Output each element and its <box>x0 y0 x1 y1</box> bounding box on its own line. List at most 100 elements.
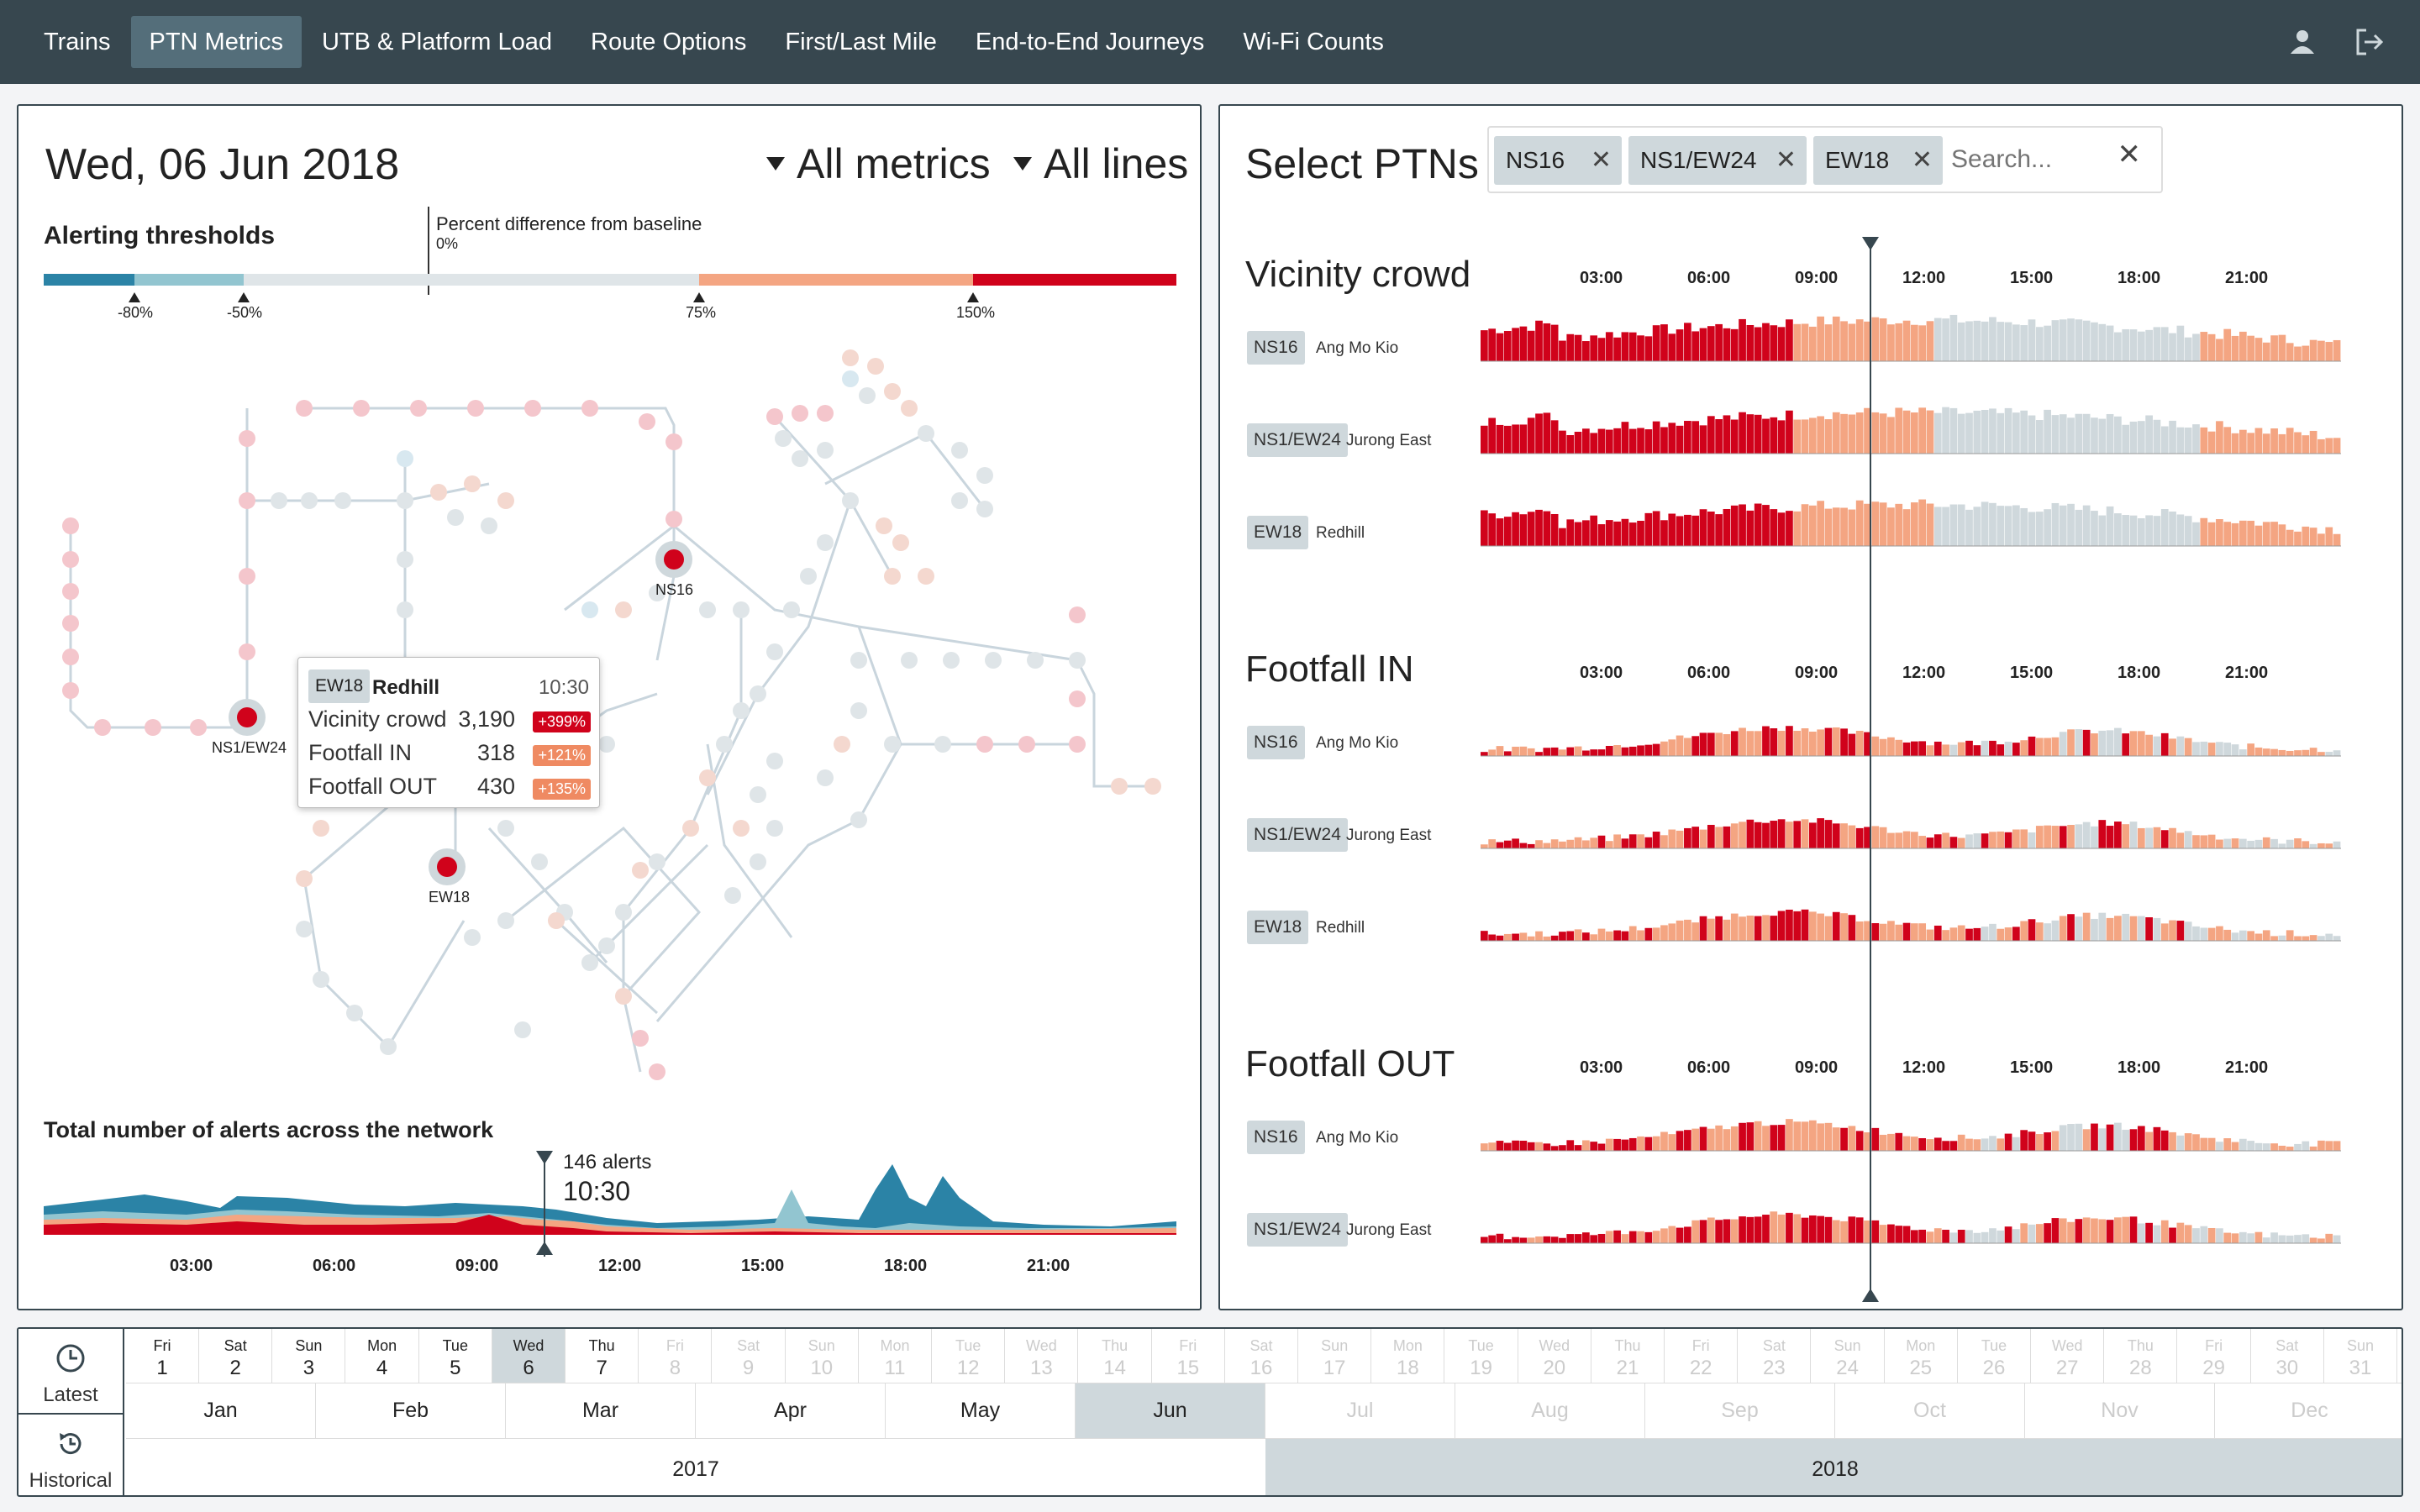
station-node[interactable] <box>1069 690 1086 707</box>
station-node[interactable] <box>842 370 859 387</box>
station-node[interactable] <box>934 736 951 753</box>
ptn-chip[interactable]: NS16 ✕ <box>1494 136 1622 185</box>
station-node[interactable] <box>724 887 741 904</box>
station-node[interactable] <box>649 853 666 870</box>
station-node[interactable] <box>867 358 884 375</box>
station-node[interactable] <box>884 568 901 585</box>
station-node[interactable] <box>951 492 968 509</box>
month-cell[interactable]: Jun <box>1076 1383 1265 1438</box>
station-node[interactable] <box>976 501 993 517</box>
station-node[interactable] <box>632 1030 649 1047</box>
year-cell[interactable]: 2018 <box>1265 1438 2402 1495</box>
station-node[interactable] <box>62 615 79 632</box>
month-cell[interactable]: Feb <box>316 1383 506 1438</box>
station-node[interactable] <box>581 400 598 417</box>
station-node[interactable] <box>901 400 918 417</box>
station-node[interactable] <box>430 484 447 501</box>
station-node[interactable] <box>1027 652 1044 669</box>
nav-tab[interactable]: Trains <box>44 29 111 55</box>
station-node[interactable] <box>1144 778 1161 795</box>
nav-tab[interactable]: Route Options <box>591 29 747 55</box>
station-node[interactable] <box>750 853 766 870</box>
station-node[interactable] <box>464 475 481 492</box>
close-icon[interactable]: ✕ <box>1911 146 1933 174</box>
station-node[interactable] <box>145 719 161 736</box>
station-node[interactable] <box>447 509 464 526</box>
station-node[interactable] <box>666 511 682 528</box>
station-node[interactable] <box>497 492 514 509</box>
station-node[interactable] <box>313 820 329 837</box>
station-node[interactable] <box>1069 736 1086 753</box>
month-cell[interactable]: May <box>886 1383 1076 1438</box>
year-cell[interactable]: 2017 <box>126 1438 1265 1495</box>
logout-icon[interactable] <box>2353 25 2386 59</box>
station-node[interactable] <box>380 1038 397 1055</box>
day-cell[interactable]: Wed 6 <box>492 1329 566 1383</box>
station-node[interactable] <box>296 400 313 417</box>
station-node[interactable] <box>766 408 783 425</box>
ptn-chip[interactable]: EW18 ✕ <box>1813 136 1943 185</box>
station-node[interactable] <box>397 551 413 568</box>
network-map[interactable] <box>18 106 1203 1139</box>
station-node[interactable] <box>481 517 497 534</box>
clear-icon[interactable]: ✕ <box>2117 139 2142 171</box>
station-node[interactable] <box>615 988 632 1005</box>
nav-tab[interactable]: Wi-Fi Counts <box>1243 29 1384 55</box>
station-node[interactable] <box>524 400 541 417</box>
station-node[interactable] <box>94 719 111 736</box>
station-node[interactable] <box>884 736 901 753</box>
month-cell[interactable]: Mar <box>506 1383 696 1438</box>
latest-button[interactable]: Latest <box>18 1329 124 1413</box>
day-cell[interactable]: Tue 5 <box>419 1329 492 1383</box>
station-node[interactable] <box>943 652 960 669</box>
station-node[interactable] <box>296 870 313 887</box>
metrics-dropdown[interactable]: All metrics <box>766 139 991 188</box>
station-node[interactable] <box>1069 652 1086 669</box>
station-node[interactable] <box>581 954 598 971</box>
ptn-selector[interactable]: NS16 ✕ NS1/EW24 ✕ EW18 ✕ ✕ <box>1487 126 2163 193</box>
station-node[interactable] <box>334 492 351 509</box>
station-node[interactable] <box>901 652 918 669</box>
station-node[interactable] <box>817 442 834 459</box>
station-node[interactable] <box>716 736 733 753</box>
station-node[interactable] <box>884 383 901 400</box>
station-node[interactable] <box>598 937 615 954</box>
station-node[interactable] <box>976 736 993 753</box>
station-node[interactable] <box>464 929 481 946</box>
nav-tab[interactable]: End-to-End Journeys <box>975 29 1205 55</box>
station-node[interactable] <box>766 753 783 769</box>
station-node[interactable] <box>918 568 934 585</box>
station-node[interactable] <box>531 853 548 870</box>
station-node[interactable] <box>497 912 514 929</box>
station-node[interactable] <box>632 862 649 879</box>
station-node[interactable] <box>397 492 413 509</box>
time-cursor-handle[interactable] <box>1862 1289 1879 1302</box>
station-node[interactable] <box>1069 606 1086 623</box>
station-node[interactable] <box>817 405 834 422</box>
station-node[interactable] <box>239 430 255 447</box>
station-node[interactable] <box>239 492 255 509</box>
station-node[interactable] <box>615 904 632 921</box>
station-node[interactable] <box>296 921 313 937</box>
station-node[interactable] <box>766 820 783 837</box>
day-cell[interactable]: Thu 7 <box>566 1329 639 1383</box>
alerts-area-chart[interactable] <box>18 1147 1203 1257</box>
station-node[interactable] <box>467 400 484 417</box>
station-node[interactable] <box>1018 736 1035 753</box>
station-node[interactable] <box>271 492 287 509</box>
station-node[interactable] <box>850 811 867 828</box>
station-node[interactable] <box>615 601 632 618</box>
station-node[interactable] <box>397 450 413 467</box>
station-node[interactable] <box>682 820 699 837</box>
station-node[interactable] <box>239 643 255 660</box>
station-node[interactable] <box>918 425 934 442</box>
station-node[interactable] <box>985 652 1002 669</box>
station-node[interactable] <box>190 719 207 736</box>
station-node[interactable] <box>951 442 968 459</box>
station-node[interactable] <box>548 912 565 929</box>
ptn-chip[interactable]: NS1/EW24 ✕ <box>1628 136 1807 185</box>
station-node[interactable] <box>353 400 370 417</box>
station-node[interactable] <box>666 433 682 450</box>
station-node[interactable] <box>649 585 666 601</box>
station-node[interactable] <box>1111 778 1128 795</box>
